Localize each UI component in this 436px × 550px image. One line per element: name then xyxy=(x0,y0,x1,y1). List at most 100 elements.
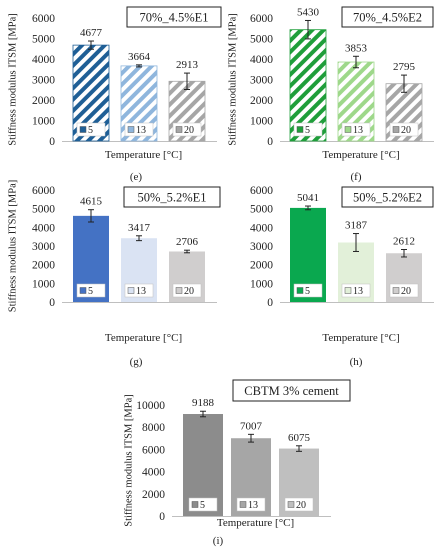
x-tick-label: 20 xyxy=(184,286,194,297)
y-tick-label: 3000 xyxy=(250,241,273,253)
data-label: 7007 xyxy=(240,420,263,432)
y-tick-label: 6000 xyxy=(32,185,55,197)
y-axis-label: Stiffness modulus ITSM [MPa] xyxy=(8,13,19,146)
data-label: 5430 xyxy=(297,6,320,18)
panel-caption: (e) xyxy=(130,171,143,183)
y-tick-label: 1000 xyxy=(250,278,273,290)
y-tick-label: 0 xyxy=(267,136,273,148)
legend-swatch xyxy=(79,126,87,133)
y-tick-label: 1000 xyxy=(32,116,55,128)
panel-caption: (g) xyxy=(130,356,143,368)
x-tick-label: 13 xyxy=(136,286,146,297)
title-box xyxy=(126,6,222,28)
y-tick-label: 5000 xyxy=(32,204,55,216)
y-tick-label: 1000 xyxy=(250,116,273,128)
y-tick-label: 4000 xyxy=(250,54,273,66)
legend-swatch xyxy=(127,287,135,294)
x-tick-label: 13 xyxy=(136,125,146,136)
panel-caption: (h) xyxy=(350,356,363,368)
y-tick-label: 0 xyxy=(159,511,165,523)
y-tick-label: 2000 xyxy=(250,95,273,107)
panel-caption: (f) xyxy=(351,171,362,183)
bar-5 xyxy=(289,29,327,142)
data-label: 6075 xyxy=(288,432,311,444)
title-box xyxy=(341,6,434,28)
x-tick-label: 13 xyxy=(248,500,258,511)
data-label: 3664 xyxy=(128,51,151,63)
chart-title: 70%_4.5%E1 xyxy=(139,11,208,25)
data-label: 4677 xyxy=(80,27,103,39)
x-axis-label: Temperature [°C] xyxy=(217,517,294,529)
legend-swatch xyxy=(344,287,352,294)
legend-swatch xyxy=(392,126,400,133)
title-box xyxy=(341,186,434,208)
legend-swatch xyxy=(79,287,87,294)
y-tick-label: 5000 xyxy=(250,204,273,216)
y-axis-label: Stiffness modulus ITSM [MPa] xyxy=(124,394,135,527)
x-axis-label: Temperature [°C] xyxy=(322,149,399,161)
data-label: 3417 xyxy=(128,222,151,234)
y-tick-label: 1000 xyxy=(32,278,55,290)
chart-title: 50%_5.2%E2 xyxy=(353,191,422,205)
x-axis-label: Temperature [°C] xyxy=(105,332,182,344)
chart-title: 50%_5.2%E1 xyxy=(137,191,206,205)
legend-swatch xyxy=(344,126,352,133)
data-label: 2612 xyxy=(393,236,415,248)
y-tick-label: 2000 xyxy=(32,95,55,107)
x-tick-label: 20 xyxy=(401,125,411,136)
x-tick-label: 13 xyxy=(353,125,363,136)
x-axis-label: Temperature [°C] xyxy=(105,149,182,161)
title-box xyxy=(123,186,221,208)
x-tick-label: 5 xyxy=(305,125,310,136)
legend-swatch xyxy=(296,126,304,133)
x-tick-label: 5 xyxy=(88,125,93,136)
y-tick-label: 8000 xyxy=(142,422,165,434)
y-tick-label: 3000 xyxy=(250,75,273,87)
panel-caption: (i) xyxy=(213,535,224,547)
legend-swatch xyxy=(127,126,135,133)
y-tick-label: 6000 xyxy=(32,13,55,25)
data-label: 2795 xyxy=(393,61,416,73)
chart-panel-3: 0 1000 2000 3000 4000 5000 6000 50%_5.2%E2 5041 5… xyxy=(250,185,434,368)
y-tick-label: 10000 xyxy=(136,400,165,412)
x-tick-label: 20 xyxy=(296,500,306,511)
x-tick-label: 5 xyxy=(200,500,205,511)
x-tick-label: 20 xyxy=(184,125,194,136)
data-label: 3187 xyxy=(345,220,368,232)
y-tick-label: 5000 xyxy=(32,34,55,46)
legend-swatch xyxy=(239,501,247,508)
data-label: 5041 xyxy=(297,192,319,204)
y-tick-label: 4000 xyxy=(250,222,273,234)
chart-panel-0: 0 1000 2000 3000 4000 5000 6000 Stiffness modul… xyxy=(8,6,222,183)
chart-title: 70%_4.5%E2 xyxy=(353,11,422,25)
y-tick-label: 0 xyxy=(267,297,273,309)
data-label: 3853 xyxy=(345,42,368,54)
y-tick-label: 6000 xyxy=(142,444,165,456)
y-tick-label: 3000 xyxy=(32,241,55,253)
y-tick-label: 2000 xyxy=(250,260,273,272)
x-axis-label: Temperature [°C] xyxy=(322,332,399,344)
y-tick-label: 0 xyxy=(49,136,55,148)
x-tick-label: 13 xyxy=(353,286,363,297)
data-label: 2706 xyxy=(176,236,199,248)
chart-panel-2: 0 1000 2000 3000 4000 5000 6000 Stiffness modul… xyxy=(8,180,221,368)
y-tick-label: 2000 xyxy=(142,489,165,501)
title-box xyxy=(232,379,351,402)
data-label: 9188 xyxy=(192,397,215,409)
y-tick-label: 6000 xyxy=(250,13,273,25)
data-label: 2913 xyxy=(176,59,199,71)
chart-panel-1: 0 1000 2000 3000 4000 5000 6000 Stiffness modul… xyxy=(228,6,434,183)
y-tick-label: 0 xyxy=(49,297,55,309)
chart-title: CBTM 3% cement xyxy=(244,384,339,398)
y-tick-label: 5000 xyxy=(250,34,273,46)
data-label: 4615 xyxy=(80,196,103,208)
y-tick-label: 4000 xyxy=(142,467,165,479)
y-axis-label: Stiffness modulus ITSM [MPa] xyxy=(8,180,19,313)
legend-swatch xyxy=(175,126,183,133)
y-tick-label: 4000 xyxy=(32,222,55,234)
legend-swatch xyxy=(296,287,304,294)
x-tick-label: 5 xyxy=(88,286,93,297)
y-axis-label: Stiffness modulus ITSM [MPa] xyxy=(228,13,239,146)
